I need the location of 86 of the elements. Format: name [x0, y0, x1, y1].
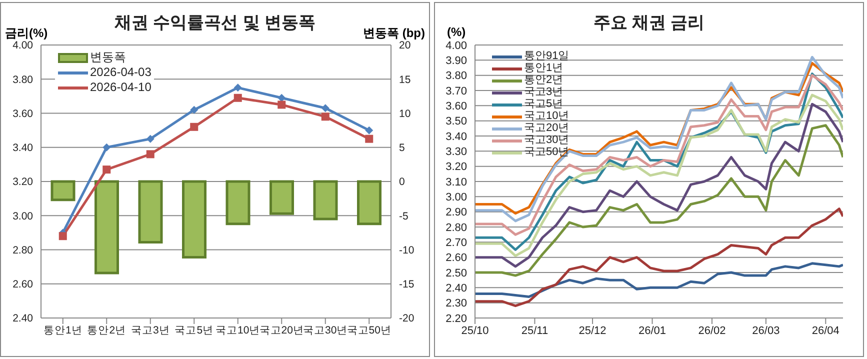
y-tick-label: 3.00 [446, 192, 467, 204]
point [365, 126, 374, 134]
x-tick-label: 국고5년 [174, 324, 214, 336]
x-tick-label: 26/04 [812, 324, 840, 337]
point [58, 232, 67, 240]
y-tick-label: 2.30 [446, 298, 467, 310]
y-axis-title: (%) [447, 25, 466, 39]
point [234, 94, 242, 102]
legend-label: 국고20년 [524, 122, 570, 134]
x-tick-label: 25/12 [578, 324, 606, 337]
y-tick-label: 3.30 [446, 146, 467, 158]
chart-title: 주요 채권 금리 [593, 13, 705, 32]
chart-title: 채권 수익률곡선 및 변동폭 [114, 13, 316, 32]
x-tick-label: 국고30년 [303, 324, 348, 336]
y-tick-label: 3.90 [446, 55, 467, 68]
x-tick-label: 통안2년 [87, 324, 126, 336]
y-tick-label: 2.80 [12, 244, 34, 256]
point [321, 104, 330, 112]
x-tick-label: 통안1년 [43, 324, 82, 336]
x-tick-label: 26/01 [638, 324, 666, 337]
y-tick-label: 2.40 [12, 312, 34, 325]
y-tick-label: 2.20 [446, 312, 467, 325]
y-tick-label: 2.70 [446, 237, 467, 250]
x-tick-label: 국고20년 [259, 324, 304, 336]
point [190, 122, 198, 131]
point [234, 84, 242, 92]
y-tick-label: 2.80 [446, 222, 467, 234]
line-series [475, 124, 843, 277]
y-tick-label: 3.10 [446, 176, 467, 188]
legend-label: 변동폭 [90, 50, 126, 65]
y-tick-label: 3.40 [446, 130, 467, 143]
y2-tick-label: -5 [399, 210, 408, 222]
y2-tick-label: -15 [399, 278, 414, 291]
x-tick-label: 26/03 [752, 324, 780, 337]
y2-axis-title: 변동폭 (bp) [363, 25, 425, 41]
legend-label: 2026-04-03 [90, 65, 152, 80]
y-axis-title: 금리(%) [5, 25, 48, 41]
point [278, 100, 286, 109]
point [146, 134, 154, 143]
x-tick-label: 25/11 [521, 324, 548, 337]
x-tick-label: 26/02 [698, 324, 726, 337]
y-tick-label: 4.00 [12, 40, 34, 52]
y-tick-label: 3.70 [446, 85, 467, 98]
y2-tick-label: 0 [399, 176, 405, 188]
point [278, 94, 286, 102]
y2-tick-label: -20 [399, 312, 414, 325]
x-tick-label: 국고50년 [346, 324, 392, 336]
x-tick-label: 국고10년 [216, 324, 260, 336]
point [365, 134, 374, 143]
legend-label: 통안91일 [524, 50, 570, 62]
legend-label: 통안2년 [524, 74, 564, 86]
legend-label: 국고5년 [524, 98, 564, 110]
y-tick-label: 4.00 [446, 40, 467, 52]
point [102, 143, 111, 152]
legend-label: 2026-04-10 [90, 80, 152, 95]
y-tick-label: 2.60 [446, 252, 467, 264]
y2-tick-label: 20 [399, 40, 411, 52]
x-tick-label: 국고3년 [130, 324, 170, 336]
y-tick-label: 3.80 [446, 70, 467, 82]
y-tick-label: 3.20 [446, 161, 467, 174]
point [321, 112, 330, 121]
point [146, 150, 154, 158]
y-tick-label: 2.60 [12, 278, 34, 291]
y-tick-label: 3.80 [12, 74, 34, 86]
y-tick-label: 2.90 [446, 206, 467, 219]
x-tick-label: 25/10 [461, 324, 489, 337]
y-tick-label: 3.60 [12, 108, 34, 120]
y-tick-label: 2.40 [446, 282, 467, 295]
y2-tick-label: 10 [399, 108, 411, 120]
point [190, 106, 198, 114]
line-series [475, 208, 843, 308]
y-tick-label: 3.50 [446, 116, 467, 128]
y-tick-label: 2.50 [446, 267, 467, 280]
legend-label: 국고3년 [524, 86, 564, 98]
legend-label: 통안1년 [524, 62, 564, 74]
point [102, 166, 111, 174]
y-tick-label: 3.00 [12, 210, 34, 222]
y2-tick-label: 15 [399, 74, 411, 86]
y2-tick-label: 5 [399, 142, 405, 154]
legend-label: 국고10년 [524, 110, 570, 122]
y-tick-label: 3.60 [446, 100, 467, 113]
legend-label: 국고30년 [524, 134, 570, 146]
y-tick-label: 3.20 [12, 176, 34, 188]
line-series [475, 262, 843, 298]
y2-tick-label: -10 [399, 244, 414, 256]
y-tick-label: 3.40 [12, 142, 34, 154]
